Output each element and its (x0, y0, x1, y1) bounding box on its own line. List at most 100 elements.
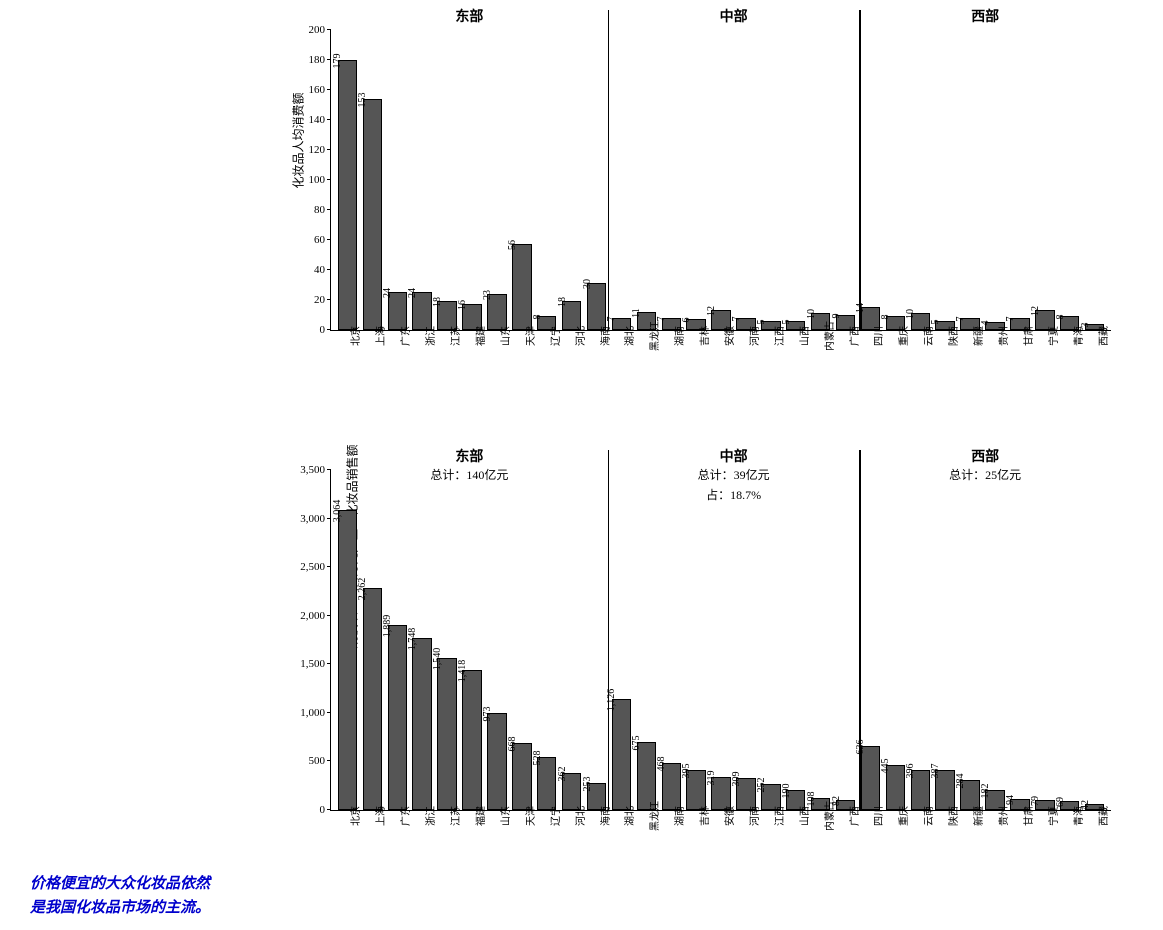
bar-slot: 3西藏 (1082, 30, 1107, 330)
bar-slot: 1,889广东 (385, 470, 410, 810)
bar-category-label: 西藏 (1095, 806, 1110, 826)
chart1-bars: 179北京153上海24广东24浙江18江苏16福建23山东56天津8辽宁18河… (331, 30, 1111, 330)
region-subtitle: 总计：140亿元 (430, 466, 508, 483)
bar-slot: 362河北 (559, 470, 584, 810)
y-tick-label: 100 (309, 174, 326, 186)
bar-slot: 7新疆 (958, 30, 983, 330)
bar-slot: 252江西 (758, 470, 783, 810)
bar-value-label: 42 (1080, 800, 1091, 810)
bar: 973 (487, 713, 506, 810)
bar-slot: 3,064北京 (335, 470, 360, 810)
bar-value-label: 252 (756, 777, 767, 792)
bar: 56 (512, 244, 531, 330)
bar-slot: 309河南 (734, 470, 759, 810)
bar-value-label: 153 (357, 92, 368, 107)
bar-slot: 445重庆 (883, 470, 908, 810)
bar-slot: 23山东 (484, 30, 509, 330)
bar-slot: 24广东 (385, 30, 410, 330)
bar-value-label: 5 (781, 319, 792, 324)
region-label: 西部 (971, 6, 999, 26)
bar-value-label: 253 (582, 777, 593, 792)
region-label: 东部 (455, 6, 483, 26)
bar-slot: 14四川 (858, 30, 883, 330)
bar-slot: 395吉林 (684, 470, 709, 810)
bar-slot: 8重庆 (883, 30, 908, 330)
y-tick-label: 3,500 (300, 464, 325, 476)
bar-value-label: 8 (1055, 315, 1066, 320)
bar-value-label: 16 (457, 300, 468, 310)
bar-slot: 18河北 (559, 30, 584, 330)
chart2-bars: 3,064北京2,262上海1,889广东1,748浙江1,540江苏1,418… (331, 470, 1111, 810)
bar-slot: 8青海 (1057, 30, 1082, 330)
bar: 2,262 (363, 588, 382, 810)
bar-value-label: 3,064 (332, 500, 343, 523)
bar-slot: 468湖南 (659, 470, 684, 810)
bar-slot: 7甘肃 (1007, 30, 1032, 330)
bar-slot: 5陕西 (933, 30, 958, 330)
bar-value-label: 94 (1005, 795, 1016, 805)
bar-value-label: 362 (557, 766, 568, 781)
bar-value-label: 7 (656, 316, 667, 321)
bar-value-label: 8 (880, 315, 891, 320)
region-divider (859, 10, 861, 330)
region-divider (608, 10, 610, 330)
bar-slot: 1,418福建 (460, 470, 485, 810)
bar-value-label: 395 (681, 763, 692, 778)
bar-slot: 4贵州 (983, 30, 1008, 330)
bar-value-label: 9 (831, 313, 842, 318)
bar-value-label: 24 (382, 288, 393, 298)
chart2-y-axis: 05001,0001,5002,0002,5003,0003,500 (281, 470, 329, 810)
bar-value-label: 14 (855, 303, 866, 313)
bar-slot: 56天津 (509, 30, 534, 330)
bar-value-label: 69 (1055, 797, 1066, 807)
y-tick-label: 200 (309, 24, 326, 36)
bar-value-label: 79 (1030, 796, 1041, 806)
bar: 179 (338, 60, 357, 331)
bar-slot: 319安徽 (709, 470, 734, 810)
bar: 445 (886, 765, 905, 810)
bar-slot: 1,540江苏 (435, 470, 460, 810)
bar: 3,064 (338, 510, 357, 810)
y-tick-label: 80 (314, 204, 325, 216)
bar-slot: 2,262上海 (360, 470, 385, 810)
bar-slot: 6吉林 (684, 30, 709, 330)
bar-value-label: 56 (507, 240, 518, 250)
bar: 1,418 (462, 670, 481, 810)
region-subtitle: 总计：25亿元 (949, 466, 1021, 483)
bar-slot: 284新疆 (958, 470, 983, 810)
y-tick-label: 140 (309, 114, 326, 126)
bar-value-label: 10 (905, 309, 916, 319)
bar-value-label: 108 (806, 791, 817, 806)
y-tick-label: 180 (309, 54, 326, 66)
y-tick-label: 500 (309, 755, 326, 767)
region-divider (859, 450, 861, 810)
bar-value-label: 468 (656, 756, 667, 771)
bar-value-label: 5 (930, 319, 941, 324)
bar-slot: 82广西 (833, 470, 858, 810)
bar-slot: 387陕西 (933, 470, 958, 810)
bar-slot: 528辽宁 (534, 470, 559, 810)
bar-value-label: 675 (631, 736, 642, 751)
bar-value-label: 387 (930, 764, 941, 779)
y-tick-label: 1,000 (300, 707, 325, 719)
bar-slot: 30海南 (584, 30, 609, 330)
bar-value-label: 445 (880, 758, 891, 773)
bar-slot: 10内蒙古 (808, 30, 833, 330)
bar-value-label: 5 (756, 319, 767, 324)
caption-line-2: 是我国化妆品市场的主流。 (30, 896, 210, 920)
bar-slot: 668天津 (509, 470, 534, 810)
bar-slot: 973山东 (484, 470, 509, 810)
region-label: 西部 (971, 446, 999, 466)
bar-slot: 94甘肃 (1007, 470, 1032, 810)
chart-2-container: 规模以上（百万元）企业化妆品销售额 05001,0001,5002,0002,5… (330, 470, 1110, 810)
bar-value-label: 8 (532, 315, 543, 320)
bar-slot: 79宁夏 (1032, 470, 1057, 810)
bar-slot: 10云南 (908, 30, 933, 330)
bar-slot: 396云南 (908, 470, 933, 810)
bar-value-label: 182 (980, 784, 991, 799)
region-divider (608, 450, 610, 810)
bar-value-label: 12 (706, 306, 717, 316)
chart2-plot-area: 05001,0001,5002,0002,5003,0003,500 3,064… (330, 470, 1111, 811)
bar: 396 (911, 770, 930, 810)
bar-slot: 108内蒙古 (808, 470, 833, 810)
